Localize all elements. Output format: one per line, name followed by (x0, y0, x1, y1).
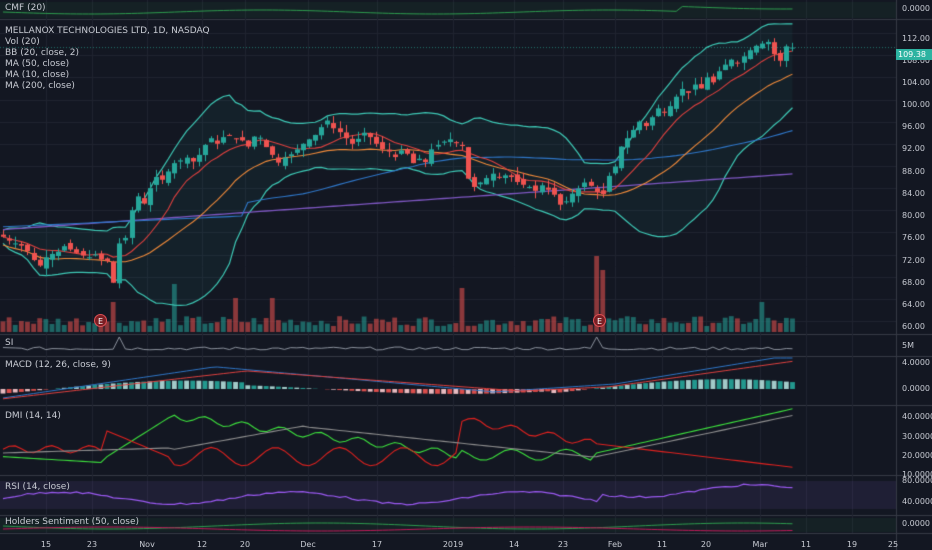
dmi-label: DMI (14, 14) (5, 411, 61, 421)
study-ma200: MA (200, close) (5, 81, 75, 91)
x-axis-tick: Nov (139, 540, 155, 549)
price-tick: 72.00 (902, 256, 925, 265)
x-axis-tick: 17 (371, 540, 383, 549)
x-axis-tick: Mar (752, 540, 768, 549)
macd-axis-tick: 0.0000 (902, 384, 930, 393)
rsi-label: RSI (14, close) (5, 482, 70, 492)
price-tick: 108.00 (902, 56, 930, 65)
holders-axis-tick: 0.0000 (902, 519, 930, 528)
dmi-axis-tick: 10.0000 (902, 470, 932, 479)
x-axis-tick: Dec (300, 540, 316, 549)
x-axis-tick: 11 (800, 540, 812, 549)
x-axis-tick: 20 (239, 540, 251, 549)
study-bb: BB (20, close, 2) (5, 48, 80, 58)
x-axis-tick: 20 (700, 540, 712, 549)
cmf-label: CMF (20) (5, 3, 46, 13)
x-axis-tick: 23 (557, 540, 569, 549)
x-axis-tick: 14 (508, 540, 520, 549)
study-ma50: MA (50, close) (5, 59, 70, 69)
dmi-axis-tick: 30.0000 (902, 432, 932, 441)
x-axis-tick: 15 (40, 540, 52, 549)
dmi-axis-tick: 40.0000 (902, 412, 932, 421)
price-tick: 84.00 (902, 189, 925, 198)
price-tick: 60.00 (902, 322, 925, 331)
price-tick: 64.00 (902, 300, 925, 309)
holders-label: Holders Sentiment (50, close) (5, 517, 140, 527)
symbol-title: MELLANOX TECHNOLOGIES LTD, 1D, NASDAQ (5, 26, 210, 36)
price-tick: 92.00 (902, 144, 925, 153)
dmi-axis-tick: 20.0000 (902, 451, 932, 460)
price-tick: 80.00 (902, 211, 925, 220)
price-tick: 104.00 (902, 78, 930, 87)
price-tick: 76.00 (902, 233, 925, 242)
price-tick: 100.00 (902, 100, 930, 109)
price-tick: 88.00 (902, 167, 925, 176)
earnings-marker[interactable]: E (593, 314, 606, 327)
price-tick: 96.00 (902, 122, 925, 131)
macd-label: MACD (12, 26, close, 9) (5, 360, 111, 370)
x-axis-tick: 25 (887, 540, 899, 549)
last-price-badge: 109.38 (896, 49, 932, 60)
x-axis-tick: Feb (607, 540, 623, 549)
study-ma10: MA (10, close) (5, 70, 70, 80)
study-vol: Vol (20) (5, 37, 40, 47)
price-tick: 68.00 (902, 278, 925, 287)
cmf-axis-tick: 0.0000 (902, 4, 930, 13)
x-axis-tick: 19 (846, 540, 858, 549)
rsi-axis-tick: 80.0000 (902, 476, 932, 485)
si-axis-tick: 5M (902, 341, 914, 350)
macd-axis-tick: 4.0000 (902, 358, 930, 367)
x-axis-tick: 11 (656, 540, 668, 549)
x-axis-tick: 12 (196, 540, 208, 549)
earnings-marker[interactable]: E (94, 314, 107, 327)
si-label: SI (5, 338, 14, 348)
x-axis-tick: 2019 (442, 540, 464, 549)
rsi-axis-tick: 40.0000 (902, 497, 932, 506)
x-axis-tick: 23 (86, 540, 98, 549)
price-tick: 112.00 (902, 34, 930, 43)
